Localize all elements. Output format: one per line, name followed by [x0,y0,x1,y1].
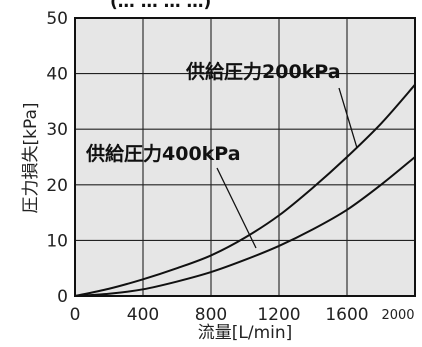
x-tick-label-2000: 2000 [381,308,414,323]
curve-series-1 [74,156,416,297]
y-tick-label-40: 40 [46,65,68,85]
tick-labels: 0 400 800 1200 1600 2000 0 10 20 30 40 50 [46,9,414,325]
y-tick-label-50: 50 [46,9,68,29]
leader-line-200kpa [338,87,358,149]
x-tick-label-0: 0 [70,305,81,325]
series-label-200kpa: 供給圧力200kPa [185,60,341,83]
annotation-200kpa: 供給圧力200kPa [185,60,358,149]
y-tick-label-10: 10 [46,231,68,251]
header-fragment: (… … … …) [110,0,211,12]
y-tick-label-0: 0 [57,287,68,307]
grid-lines [75,18,415,296]
x-tick-label-1600: 1600 [325,305,368,325]
x-tick-label-400: 400 [127,305,159,325]
y-tick-label-20: 20 [46,176,68,196]
x-axis-label: 流量[L/min] [198,323,293,343]
x-tick-label-800: 800 [195,305,227,325]
plot-background [75,18,415,296]
plot-frame [74,17,416,297]
series-label-400kpa: 供給圧力400kPa [85,142,241,165]
leader-line-400kpa [216,167,257,249]
x-tick-label-1200: 1200 [257,305,300,325]
y-tick-label-30: 30 [46,120,68,140]
annotation-400kpa: 供給圧力400kPa [85,142,257,249]
y-axis-label: 圧力損失[kPa] [21,102,41,213]
